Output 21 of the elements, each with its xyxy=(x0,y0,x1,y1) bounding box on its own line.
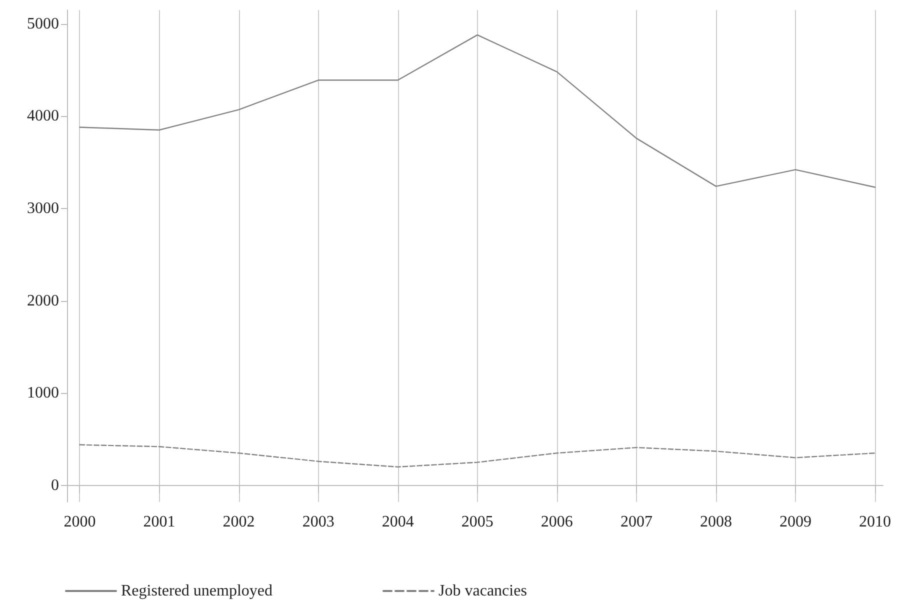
y-tick-label: 1000 xyxy=(27,384,59,402)
x-tick-label: 2004 xyxy=(382,514,414,530)
x-tick-label: 2006 xyxy=(540,514,573,530)
x-tick-label: 2010 xyxy=(859,514,892,530)
y-tick-label: 4000 xyxy=(27,108,59,125)
y-tick-label: 3000 xyxy=(27,200,59,217)
y-tick-label: 0 xyxy=(51,476,59,494)
x-tick-label: 2007 xyxy=(620,514,652,530)
x-tick-label: 2001 xyxy=(143,514,176,530)
line-series xyxy=(79,34,876,188)
x-tick-label: 2008 xyxy=(700,514,732,530)
x-tick-label: 2009 xyxy=(780,514,812,530)
y-tick-label: 5000 xyxy=(27,15,59,32)
x-tick-label: 2003 xyxy=(302,514,334,530)
x-tick-label: 2005 xyxy=(461,514,494,530)
y-tick-label: 2000 xyxy=(27,292,59,310)
legend-label: Registered unemployed xyxy=(121,582,273,600)
legend-label: Job vacancies xyxy=(438,582,527,600)
x-tick-label: 2002 xyxy=(222,514,255,530)
x-tick-label: 2000 xyxy=(64,514,96,530)
line-series xyxy=(79,444,876,468)
